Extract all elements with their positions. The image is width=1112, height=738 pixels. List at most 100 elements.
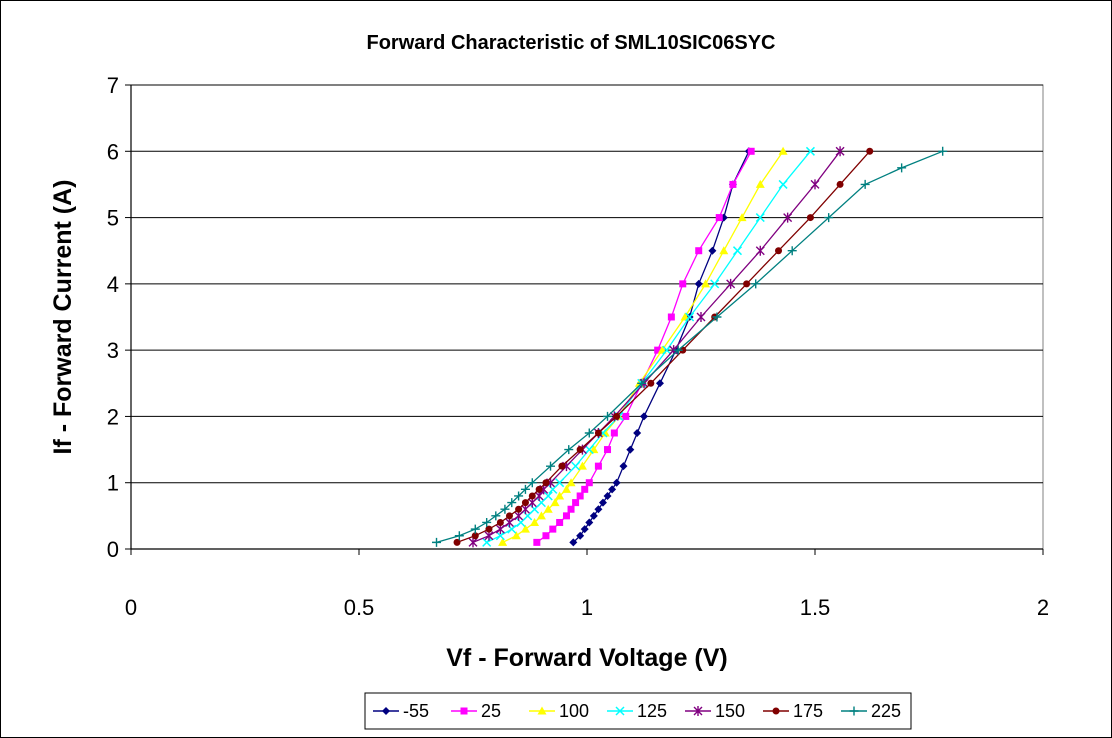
data-point-125 (543, 491, 553, 501)
data-point-25 (576, 492, 584, 500)
gridlines (131, 84, 1043, 484)
data-point-175 (594, 429, 602, 437)
data-point-225 (491, 511, 501, 521)
data-point--55 (655, 379, 664, 388)
data-point-25 (556, 518, 564, 526)
data-point-125 (755, 213, 765, 223)
data-point-25 (585, 479, 593, 487)
data-point-100 (536, 511, 546, 520)
data-point-25 (533, 538, 541, 546)
data-point-100 (577, 461, 587, 470)
series-225 (432, 146, 948, 547)
data-point-175 (806, 214, 814, 222)
data-point-225 (527, 478, 537, 488)
y-tick-label: 0 (107, 537, 119, 562)
data-point-100 (511, 531, 521, 540)
legend-label: 125 (637, 701, 667, 721)
data-point-225 (584, 428, 594, 438)
data-point--55 (608, 485, 617, 494)
data-point-100 (719, 246, 729, 255)
data-point-175 (485, 525, 493, 533)
data-point-225 (603, 411, 613, 421)
data-point-225 (897, 163, 907, 173)
series-group (432, 146, 948, 548)
data-point--55 (603, 491, 612, 500)
series-25 (533, 147, 755, 546)
data-point-100 (520, 524, 530, 533)
data-point-225 (824, 213, 834, 223)
y-tick-label: 5 (107, 206, 119, 231)
x-tick-label: 0 (125, 595, 137, 620)
data-point-100 (566, 478, 576, 487)
data-point-175 (471, 532, 479, 540)
y-tick-label: 3 (107, 338, 119, 363)
data-point-150 (696, 312, 706, 322)
data-point-25 (610, 429, 618, 437)
data-point-225 (637, 378, 647, 388)
data-point--55 (619, 462, 628, 471)
data-point-125 (662, 345, 672, 355)
y-tick-label: 6 (107, 139, 119, 164)
x-axis-ticks: 0 0.5 1 1.5 2 (125, 549, 1049, 620)
data-point-175 (613, 412, 621, 420)
y-tick-label: 2 (107, 404, 119, 429)
data-point-225 (787, 246, 797, 256)
series-line--55 (572, 151, 750, 543)
data-point-25 (549, 525, 557, 533)
data-point-225 (454, 531, 464, 541)
data-point-225 (500, 504, 510, 514)
data-point-25 (747, 147, 755, 155)
data-point-225 (751, 279, 761, 289)
data-point-25 (654, 346, 662, 354)
y-axis-label: If - Forward Current (A) (49, 180, 77, 455)
data-point--55 (612, 478, 621, 487)
data-point--55 (708, 246, 717, 255)
plot-area (130, 84, 1044, 550)
x-tick-label: 1 (581, 595, 593, 620)
data-point--55 (694, 279, 703, 288)
data-point-100 (778, 146, 788, 155)
x-axis-label: Vf - Forward Voltage (V) (446, 644, 728, 672)
data-point-150 (468, 537, 478, 548)
data-point--55 (633, 429, 642, 437)
legend-swatch-marker (382, 707, 390, 715)
data-point--55 (585, 518, 594, 527)
data-point-25 (542, 532, 550, 540)
data-point-100 (737, 213, 747, 222)
data-point-150 (835, 146, 845, 157)
data-point-125 (710, 279, 720, 289)
data-point-225 (546, 461, 556, 471)
data-point-125 (732, 246, 743, 256)
data-point--55 (640, 412, 648, 421)
data-point-225 (482, 517, 492, 527)
data-point-150 (810, 179, 820, 190)
data-point-225 (564, 445, 574, 455)
data-point-175 (496, 518, 504, 526)
data-point-25 (594, 462, 602, 470)
data-point-25 (562, 512, 570, 520)
data-point-175 (647, 379, 655, 387)
data-point--55 (589, 511, 598, 520)
y-axis-ticks: 0 1 2 3 4 5 6 7 (107, 73, 131, 562)
legend-item-175: 175 (763, 701, 823, 721)
data-point-100 (600, 428, 610, 437)
data-point-25 (581, 485, 589, 493)
data-point--55 (576, 531, 585, 540)
data-point--55 (626, 445, 635, 454)
data-point-175 (453, 538, 461, 546)
data-point-150 (726, 278, 736, 289)
data-point-125 (495, 531, 505, 541)
legend-item-100: 100 (529, 701, 589, 721)
legend-label: -55 (403, 701, 429, 721)
legend-item-25: 25 (451, 701, 501, 721)
data-point-175 (743, 280, 751, 288)
legend-swatch-marker (615, 706, 625, 716)
data-point-25 (679, 280, 687, 288)
legend-label: 100 (559, 701, 589, 721)
data-point-100 (498, 537, 508, 546)
data-point-225 (507, 498, 517, 508)
data-point--55 (594, 505, 603, 514)
data-point-25 (572, 499, 580, 507)
legend-item--55: -55 (373, 701, 429, 721)
